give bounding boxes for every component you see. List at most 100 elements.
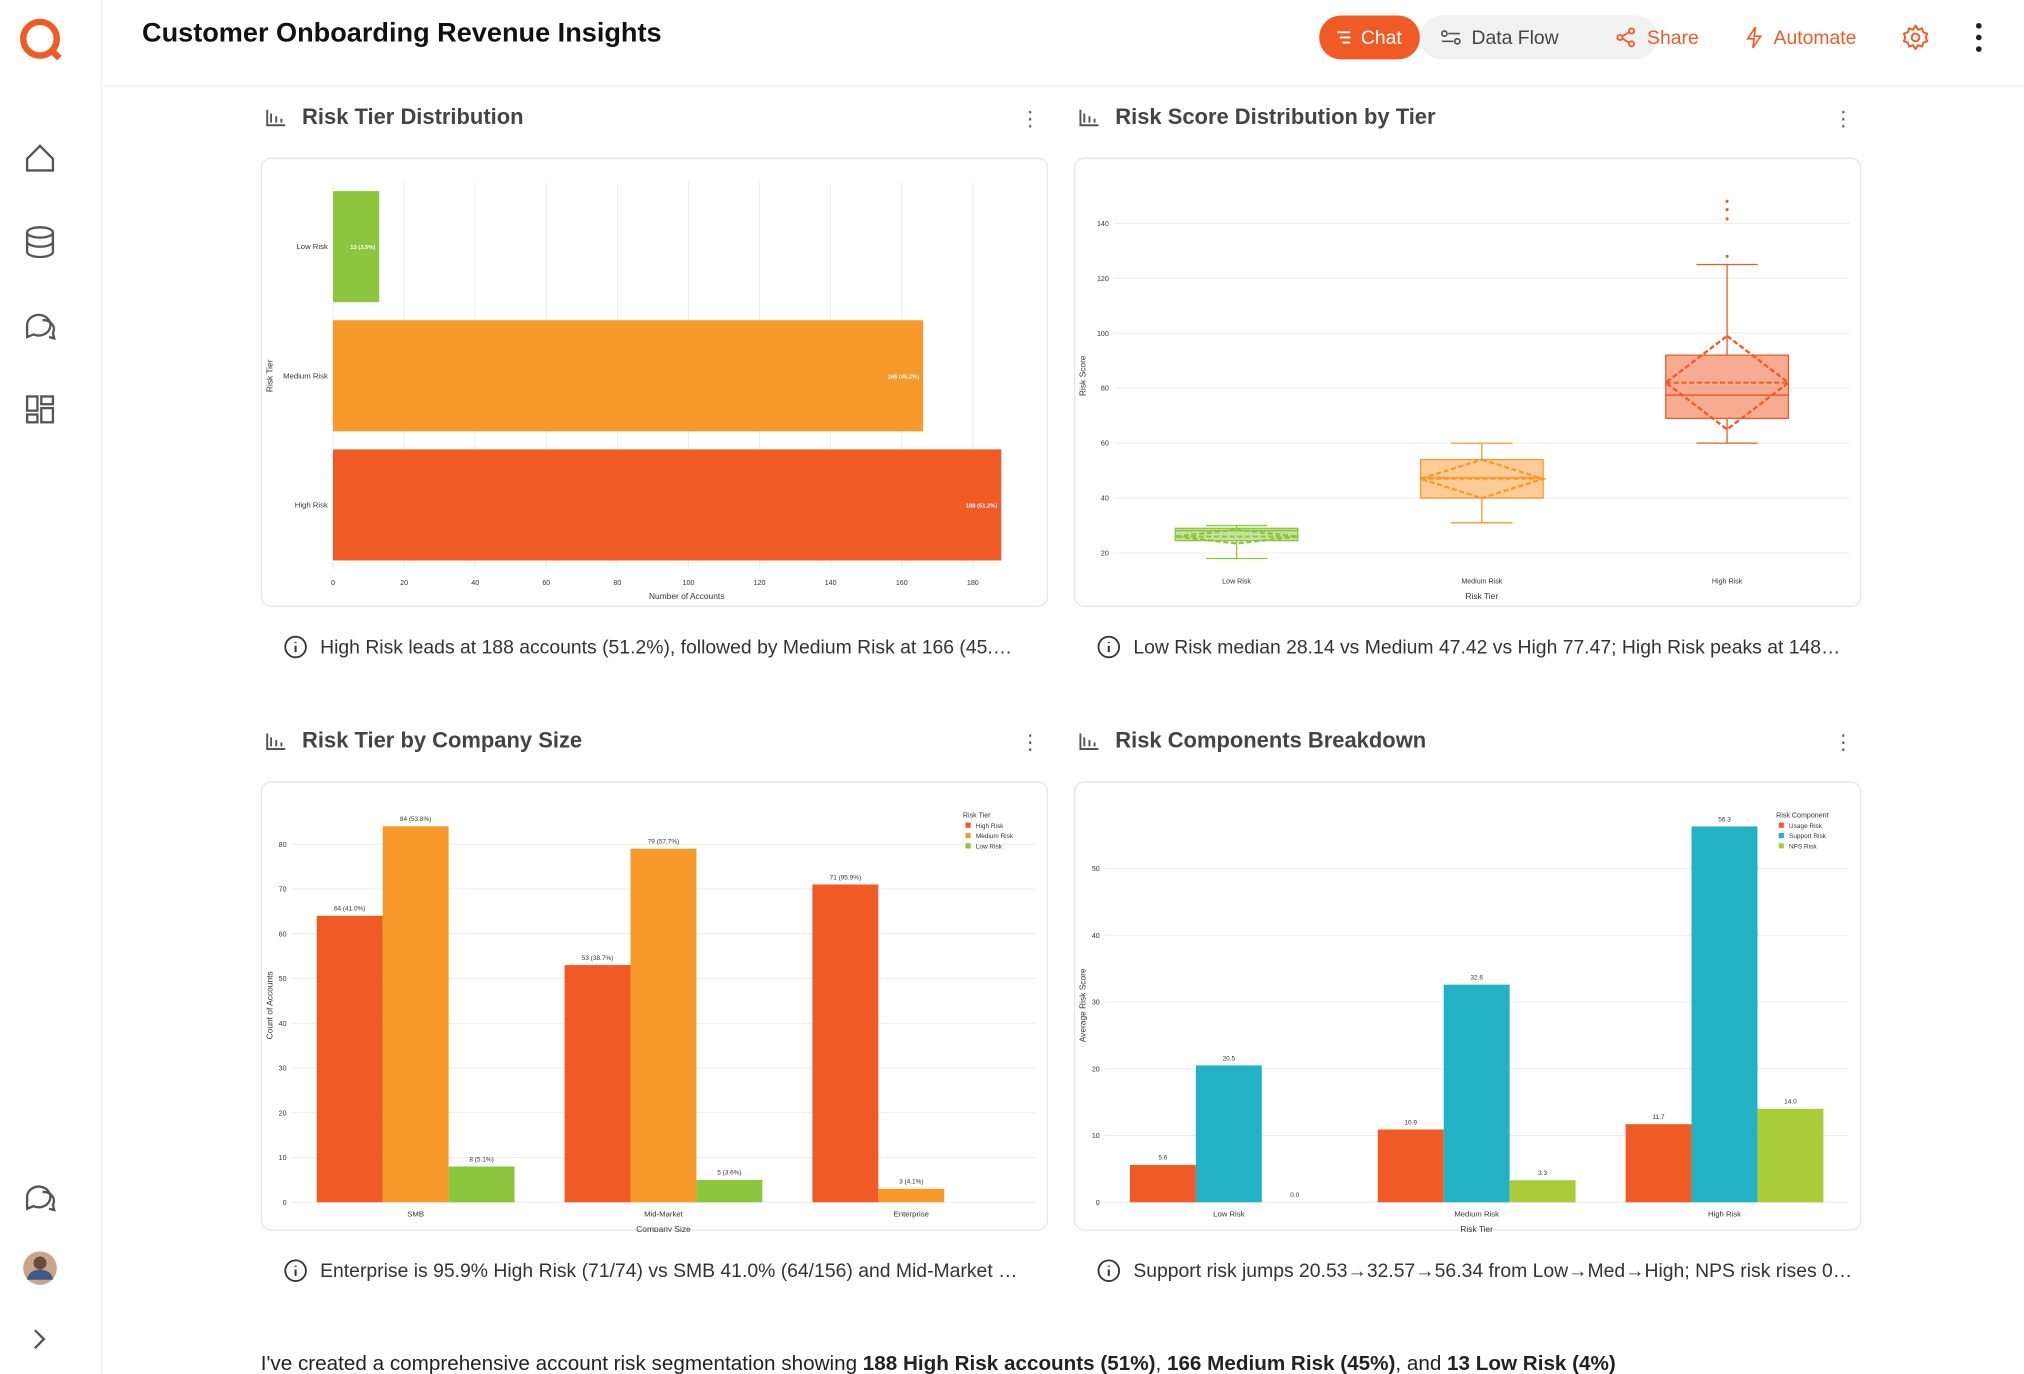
x-tick-label: 20: [400, 579, 408, 587]
value-label: 84 (53.8%): [400, 816, 431, 823]
y-tick-label: 50: [279, 975, 287, 983]
legend-label: Medium Risk: [976, 833, 1014, 840]
chat-icon[interactable]: [25, 313, 56, 340]
value-label: 14.0: [1784, 1099, 1797, 1106]
bar: [812, 884, 879, 1203]
y-tick-label: 0: [283, 1199, 287, 1207]
insight: High Risk leads at 188 accounts (51.2%),…: [284, 635, 1013, 659]
share-icon: [1616, 27, 1636, 48]
chat-button[interactable]: Chat: [1319, 15, 1420, 60]
x-tick-label: High Risk: [1712, 578, 1743, 586]
x-tick-label: Low Risk: [1213, 1209, 1245, 1218]
summary-part: I've created a comprehensive account ris…: [260, 1353, 863, 1374]
legend-label: Low Risk: [976, 843, 1003, 850]
y-tick-label: Medium Risk: [283, 371, 328, 380]
y-tick-label: 10: [279, 1154, 287, 1162]
share-label: Share: [1647, 26, 1699, 49]
panel-title: Risk Components Breakdown: [1079, 728, 1426, 754]
info-icon: [1097, 1259, 1121, 1282]
y-tick-label: High Risk: [295, 501, 328, 510]
panel-menu[interactable]: ⋮: [1832, 108, 1854, 131]
insight-text: Enterprise is 95.9% High Risk (71/74) vs…: [320, 1259, 1018, 1282]
data-icon[interactable]: [25, 226, 55, 259]
bar: [333, 449, 1002, 561]
logo[interactable]: [20, 18, 62, 61]
value-label: 8 (5.1%): [469, 1156, 493, 1163]
x-axis-title: Risk Tier: [1466, 591, 1499, 601]
y-tick-label: 80: [279, 841, 287, 849]
y-tick-label: 50: [1092, 865, 1100, 873]
outlier: [1725, 217, 1729, 221]
y-tick-label: 0: [1096, 1199, 1100, 1207]
info-icon: [284, 635, 307, 659]
y-axis-title: Risk Tier: [264, 359, 274, 392]
panel-title-text: Risk Tier by Company Size: [302, 728, 583, 753]
x-tick-label: 40: [471, 579, 479, 587]
value-label: 188 (51.2%): [966, 504, 998, 510]
top-bar: Customer Onboarding Revenue Insights Cha…: [100, 0, 2024, 87]
share-button[interactable]: Share: [1616, 15, 1699, 59]
bar: [1625, 1124, 1692, 1203]
chart-card: 20 40 60 80 100 120 140 Low Risk Medium Risk High…: [1073, 157, 1862, 607]
panel-menu[interactable]: ⋮: [1019, 732, 1041, 755]
sidebar: [0, 0, 102, 1374]
value-label: 0.0: [1290, 1192, 1299, 1199]
panel-title-text: Risk Components Breakdown: [1115, 728, 1427, 753]
value-label: 32.6: [1470, 974, 1483, 981]
panel-menu[interactable]: ⋮: [1832, 732, 1854, 755]
insight-text: Low Risk median 28.14 vs Medium 47.42 vs…: [1133, 636, 1841, 658]
expand-icon[interactable]: [34, 1329, 46, 1350]
outlier: [1725, 199, 1729, 203]
legend-swatch: [965, 832, 971, 839]
y-tick-label: 40: [1101, 495, 1109, 503]
chart-card: 0 20 40 60 80 100 120 140 160 180 Low Risk 13 (3.5%…: [260, 157, 1049, 607]
chart-icon: [266, 109, 286, 127]
chart-icon: [266, 733, 286, 750]
automate-button[interactable]: Automate: [1745, 15, 1856, 59]
avatar[interactable]: [23, 1251, 57, 1285]
outlier: [1725, 254, 1729, 258]
dashboard-icon[interactable]: [25, 395, 55, 424]
x-tick-label: Enterprise: [894, 1209, 929, 1218]
x-tick-label: Medium Risk: [1454, 1209, 1499, 1218]
bar: [696, 1179, 763, 1203]
chat-button-label: Chat: [1360, 26, 1402, 49]
panel-menu[interactable]: ⋮: [1019, 108, 1041, 131]
x-tick-label: 180: [967, 579, 979, 587]
legend-swatch: [1778, 843, 1784, 849]
outlier: [1725, 208, 1729, 212]
value-label: 64 (41.0%): [334, 906, 365, 913]
more-button[interactable]: [1972, 22, 1985, 53]
x-tick-label: High Risk: [1708, 1209, 1741, 1218]
y-tick-label: 120: [1097, 275, 1109, 283]
panel-title: Risk Score Distribution by Tier: [1079, 104, 1436, 131]
value-label: 71 (95.9%): [830, 874, 861, 881]
bar: [1195, 1065, 1262, 1203]
info-icon: [1097, 635, 1121, 659]
y-tick-label: Low Risk: [296, 242, 328, 251]
y-tick-label: 140: [1097, 220, 1109, 228]
bar: [316, 915, 383, 1203]
chart-card: 0 10 20 30 40 50 Low Risk 5.6 20.5 0.0 Medium Risk…: [1073, 781, 1862, 1232]
panel-title: Risk Tier Distribution: [266, 105, 524, 131]
sd-diamond: [1416, 458, 1548, 500]
info-icon: [284, 1259, 307, 1282]
help-chat-icon[interactable]: [25, 1185, 56, 1212]
value-label: 56.3: [1718, 816, 1731, 823]
settings-button[interactable]: [1902, 24, 1929, 51]
y-tick-label: 30: [279, 1065, 287, 1073]
y-axis-title: Risk Score: [1078, 355, 1088, 396]
y-tick-label: 40: [1092, 932, 1100, 940]
panel-title-text: Risk Score Distribution by Tier: [1115, 104, 1436, 130]
insight-text: High Risk leads at 188 accounts (51.2%),…: [320, 636, 1013, 658]
legend-title: Risk Component: [1776, 811, 1828, 819]
bar: [1691, 826, 1758, 1203]
bar: [1129, 1164, 1196, 1203]
x-tick-label: 120: [754, 579, 766, 587]
data-flow-button[interactable]: Data Flow: [1422, 15, 1576, 59]
home-icon[interactable]: [25, 144, 55, 172]
bar: [630, 848, 697, 1203]
automate-label: Automate: [1773, 26, 1857, 49]
value-label: 53 (38.7%): [582, 955, 613, 962]
sd-diamond: [1663, 334, 1791, 431]
